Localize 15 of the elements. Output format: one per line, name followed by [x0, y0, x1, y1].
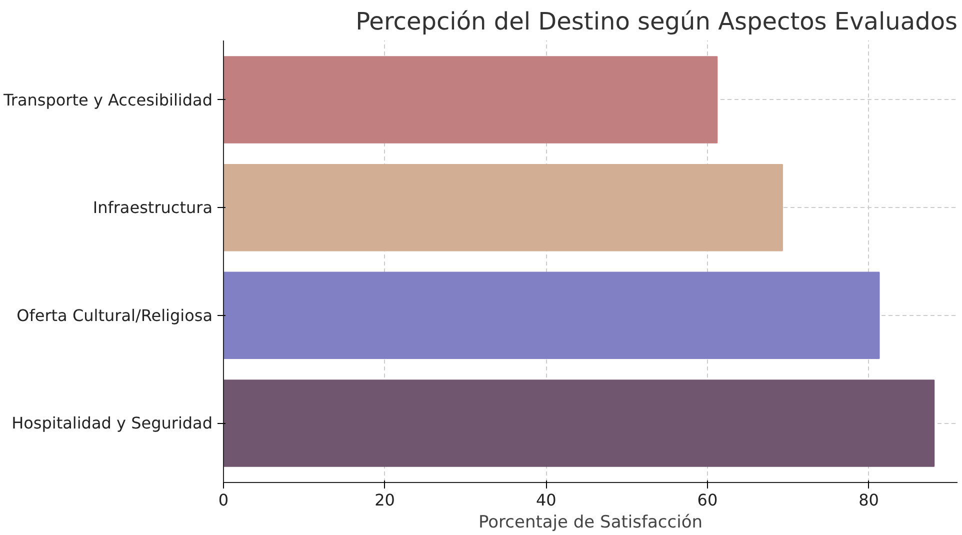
- y-tick-label: Transporte y Accesibilidad: [2, 90, 213, 110]
- x-tick-label: 80: [858, 490, 879, 510]
- bar: [224, 380, 935, 467]
- bar: [224, 272, 880, 360]
- x-tick-label: 0: [218, 490, 229, 510]
- y-tick-label: Infraestructura: [92, 198, 212, 218]
- bar: [224, 164, 783, 252]
- x-tick-label: 20: [374, 490, 395, 510]
- x-axis-title: Porcentaje de Satisfacción: [478, 512, 703, 532]
- y-tick-label: Oferta Cultural/Religiosa: [16, 306, 213, 325]
- chart-title: Percepción del Destino según Aspectos Evaluados: [356, 8, 958, 36]
- bar: [224, 56, 718, 144]
- x-tick-label: 60: [697, 490, 718, 510]
- x-tick-label: 40: [536, 490, 556, 510]
- y-tick-label: Hospitalidad y Seguridad: [12, 414, 212, 433]
